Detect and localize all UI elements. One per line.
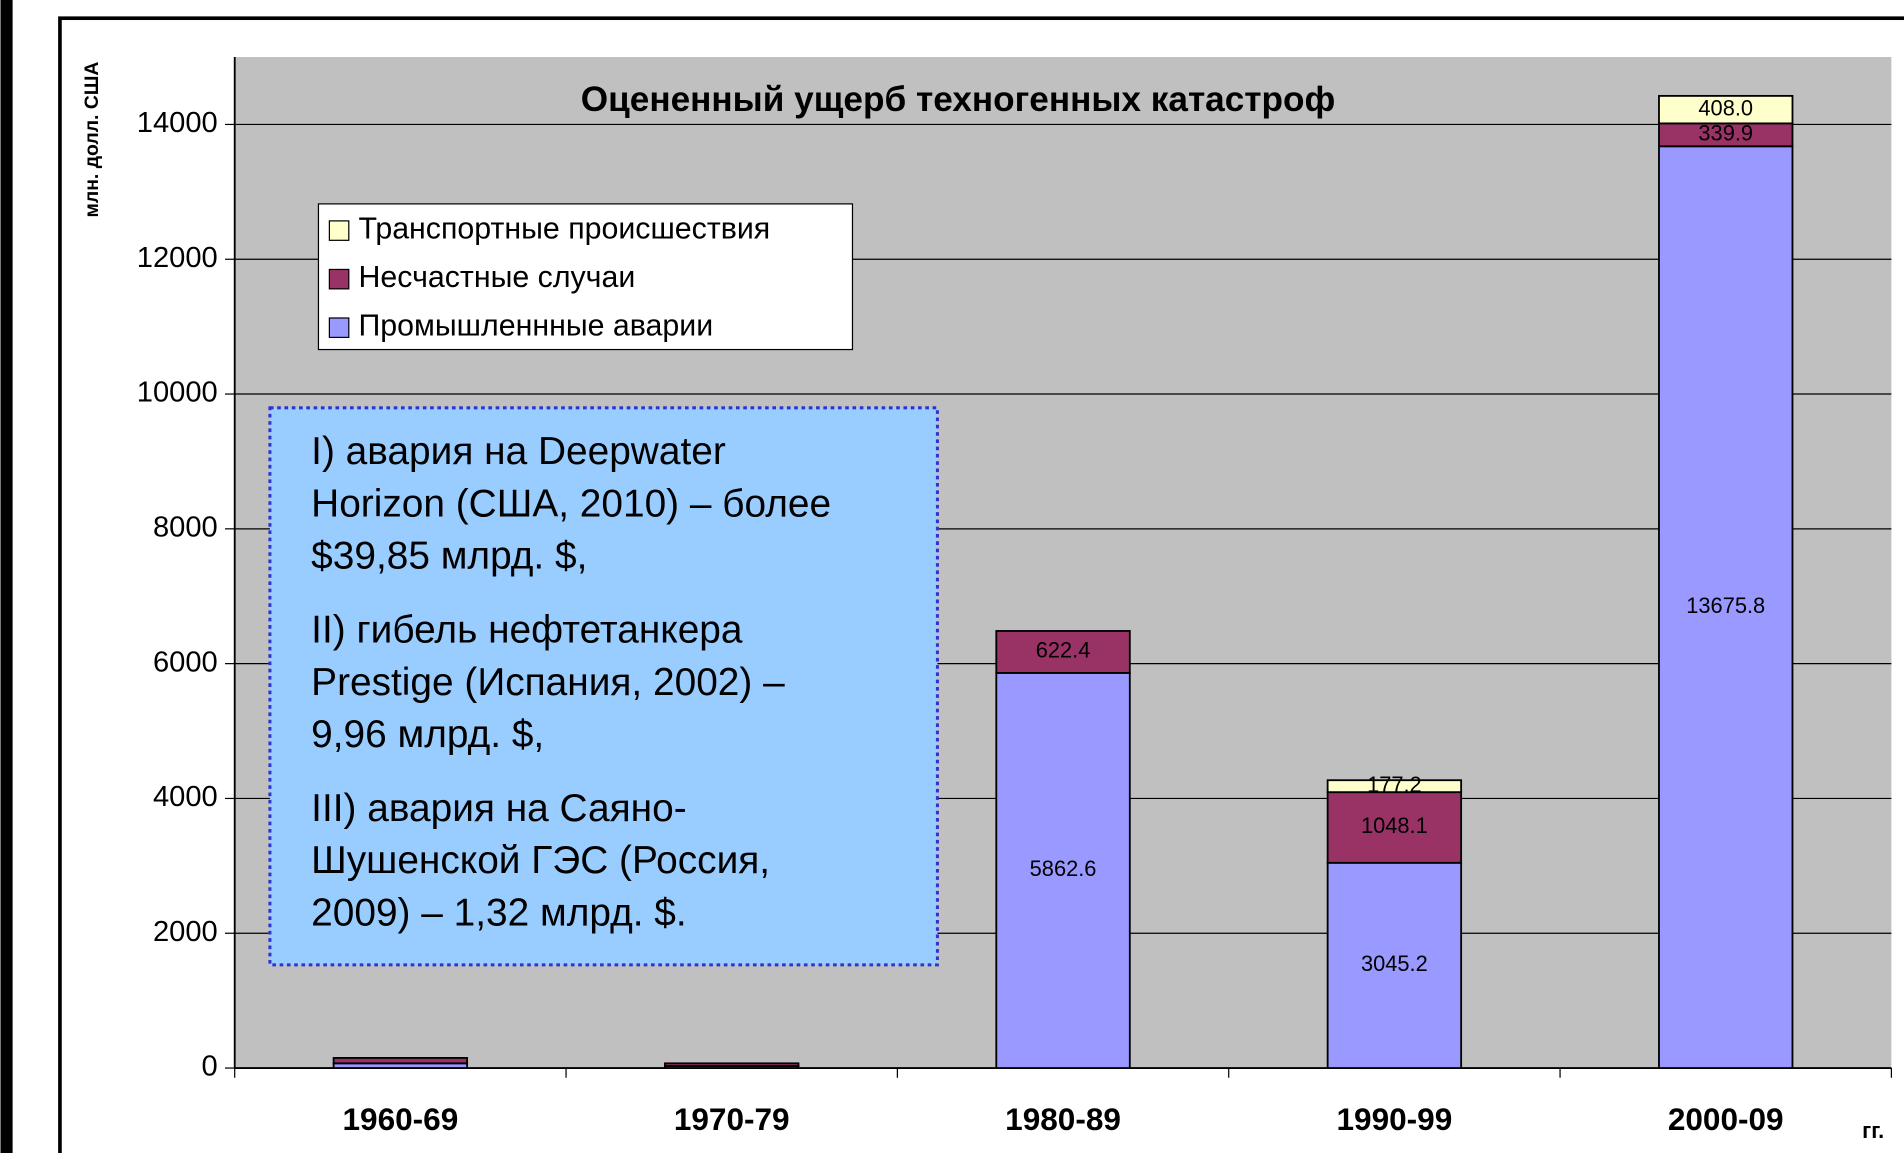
x-tick-label: 2000-09 xyxy=(1668,1101,1784,1137)
y-tick-label: 14000 xyxy=(137,107,218,139)
bar-segment xyxy=(1326,791,1463,864)
annotation-text: III) авария на Саяно- xyxy=(311,787,686,830)
y-axis-label: млн. долл. США xyxy=(81,62,103,218)
bar-segment xyxy=(1658,94,1794,125)
legend-label: Транспортные происшествия xyxy=(359,213,771,246)
legend-swatch xyxy=(328,268,350,290)
left-edge xyxy=(0,0,13,1153)
legend-swatch xyxy=(328,220,350,241)
annotation-text: 9,96 млрд. $, xyxy=(311,713,544,756)
data-label: 177.2 xyxy=(1367,772,1422,797)
annotation-text: $39,85 млрд. $, xyxy=(311,535,587,578)
legend-label: Промышленнные аварии xyxy=(359,310,714,343)
bar-segment xyxy=(995,671,1131,1069)
bar-segment xyxy=(332,1057,469,1065)
data-label: 1048.1 xyxy=(1361,813,1428,838)
data-label: 5862.6 xyxy=(1030,856,1097,881)
y-tick-label: 12000 xyxy=(137,242,218,274)
bar-segment xyxy=(1326,779,1463,794)
y-tick-label: 0 xyxy=(202,1051,218,1083)
annotation-text: Prestige (Испания, 2002) – xyxy=(311,661,785,704)
y-tick-label: 4000 xyxy=(153,781,218,813)
annotation-text: 2009) – 1,32 млрд. $. xyxy=(311,891,687,934)
legend-label: Несчастные случаи xyxy=(359,261,636,294)
data-label: 13675.8 xyxy=(1686,593,1765,618)
legend-swatch xyxy=(328,317,350,339)
bar-segment xyxy=(1326,861,1463,1069)
data-label: 3045.2 xyxy=(1361,951,1428,976)
legend-box xyxy=(317,203,854,351)
y-tick-label: 2000 xyxy=(153,916,218,948)
data-label: 408.0 xyxy=(1698,95,1753,120)
bar-segment xyxy=(995,630,1131,674)
x-tick-label: 1980-89 xyxy=(1005,1101,1121,1137)
chart-title: Оцененный ущерб техногенных катастроф xyxy=(581,80,1336,119)
y-tick-label: 10000 xyxy=(137,377,218,409)
data-label: 339.9 xyxy=(1698,121,1753,146)
annotation-text: I) авария на Deepwater xyxy=(311,430,726,473)
data-label: 622.4 xyxy=(1036,638,1091,663)
annotation-text: Horizon (США, 2010) – более xyxy=(311,482,831,525)
annotation-text: Шушенской ГЭС (Россия, xyxy=(311,839,770,882)
y-tick-label: 6000 xyxy=(153,646,218,678)
annotation-text: II) гибель нефтетанкера xyxy=(311,609,743,652)
x-axis-label: гг. xyxy=(1862,1118,1884,1143)
y-tick-label: 8000 xyxy=(153,512,218,544)
annotation-box xyxy=(268,406,939,967)
x-tick-label: 1990-99 xyxy=(1336,1101,1452,1137)
bar-segment xyxy=(1658,145,1794,1069)
x-tick-label: 1970-79 xyxy=(674,1101,790,1137)
x-tick-label: 1960-69 xyxy=(342,1101,458,1137)
bar-segment xyxy=(664,1062,800,1067)
